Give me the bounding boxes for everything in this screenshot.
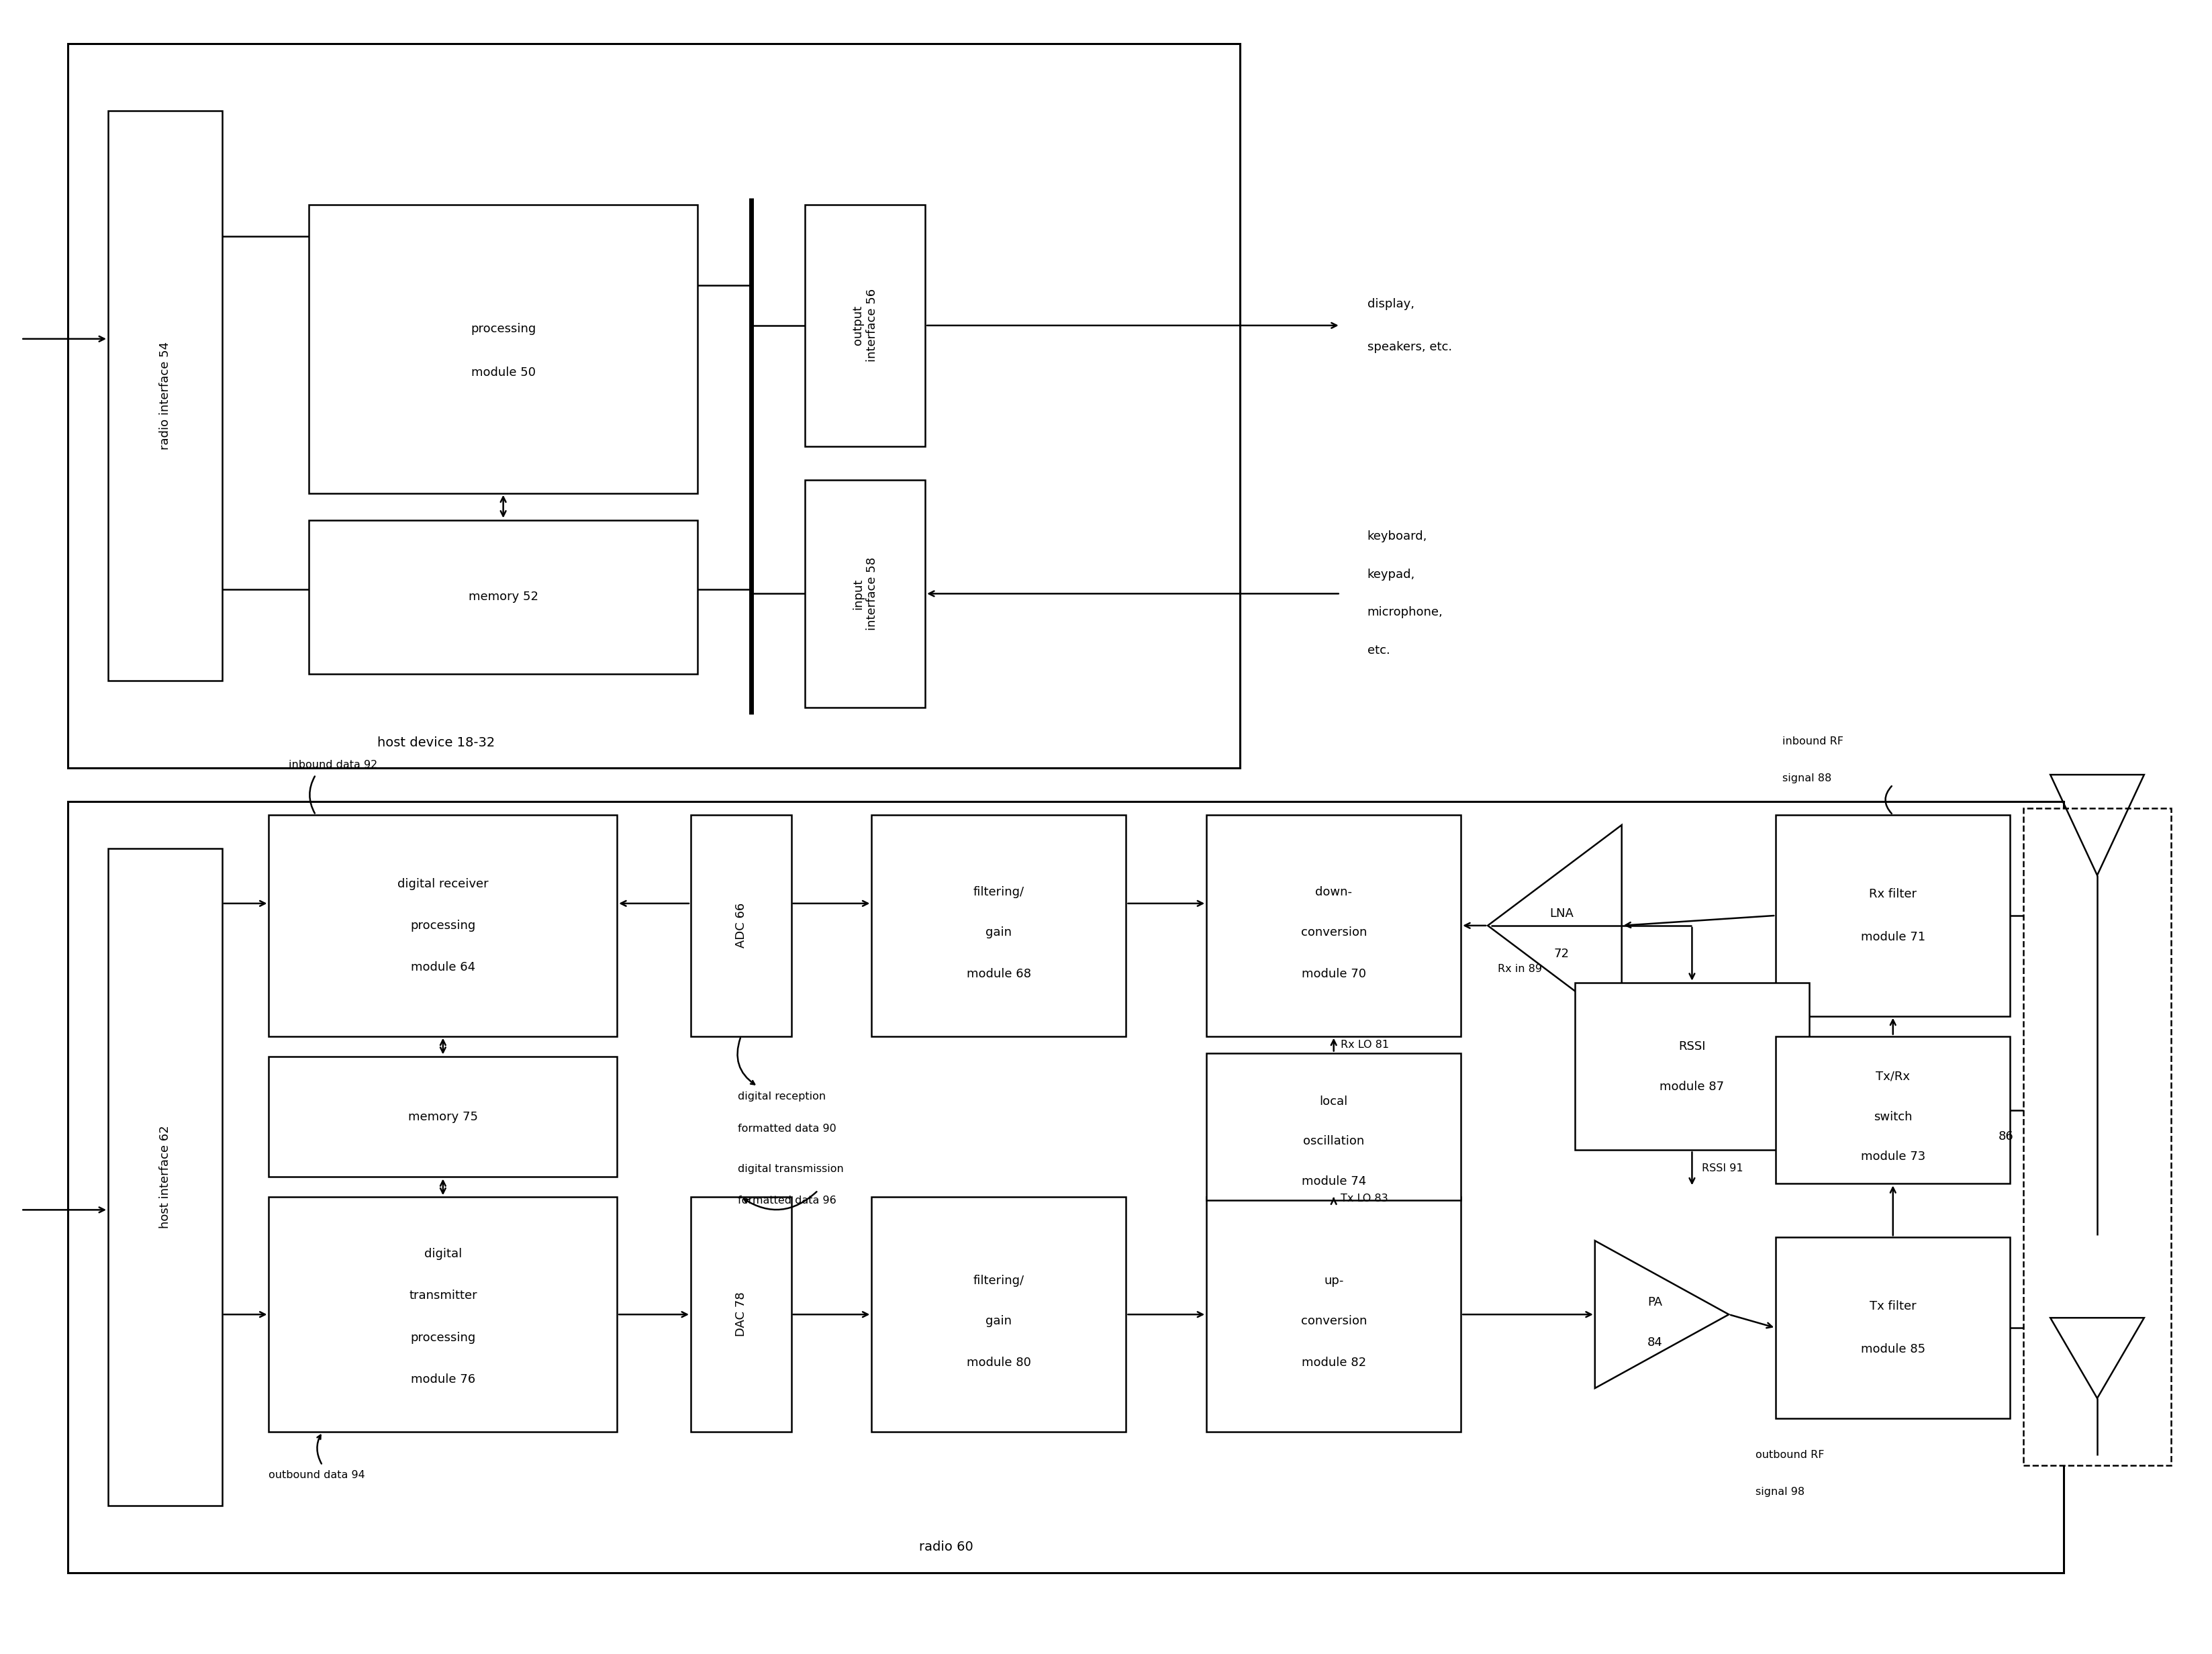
Text: digital reception: digital reception <box>737 1092 825 1102</box>
Text: microphone,: microphone, <box>1367 607 1442 619</box>
Text: up-: up- <box>1323 1275 1343 1287</box>
Bar <box>1206 815 1460 1035</box>
Bar <box>805 480 925 708</box>
Text: filtering/: filtering/ <box>973 1275 1024 1287</box>
Text: inbound data 92: inbound data 92 <box>290 759 378 769</box>
Text: processing: processing <box>409 920 476 931</box>
Text: digital: digital <box>425 1249 462 1260</box>
Text: module 76: module 76 <box>411 1373 476 1386</box>
Bar <box>108 849 221 1505</box>
Bar <box>1575 982 1809 1150</box>
Text: formatted data 96: formatted data 96 <box>737 1196 836 1206</box>
Text: Tx LO 83: Tx LO 83 <box>1340 1194 1387 1204</box>
Text: memory 75: memory 75 <box>407 1110 478 1123</box>
Text: Rx LO 81: Rx LO 81 <box>1340 1040 1389 1050</box>
Bar <box>1776 815 2011 1016</box>
Text: input
interface 58: input interface 58 <box>852 557 878 630</box>
Text: memory 52: memory 52 <box>469 590 538 604</box>
Bar <box>1776 1237 2011 1419</box>
Bar <box>872 1197 1126 1432</box>
Text: radio 60: radio 60 <box>918 1542 973 1553</box>
Bar <box>108 111 221 681</box>
Text: RSSI 91: RSSI 91 <box>1701 1164 1743 1174</box>
Text: processing: processing <box>471 323 535 334</box>
Text: module 70: module 70 <box>1301 968 1367 979</box>
Text: module 74: module 74 <box>1301 1176 1367 1188</box>
Bar <box>69 802 2064 1573</box>
Text: local: local <box>1321 1095 1347 1107</box>
Bar <box>310 519 697 675</box>
Text: module 73: module 73 <box>1860 1151 1924 1163</box>
Bar <box>270 815 617 1035</box>
Text: Rx filter: Rx filter <box>1869 888 1918 900</box>
Text: filtering/: filtering/ <box>973 887 1024 898</box>
Bar <box>805 205 925 447</box>
Text: module 71: module 71 <box>1860 931 1924 943</box>
Text: signal 88: signal 88 <box>1783 772 1832 782</box>
Text: display,: display, <box>1367 298 1413 309</box>
Text: Tx/Rx: Tx/Rx <box>1876 1070 1909 1082</box>
Bar <box>690 1197 792 1432</box>
Text: switch: switch <box>1874 1110 1911 1123</box>
Polygon shape <box>1489 825 1621 1025</box>
Text: module 82: module 82 <box>1301 1356 1367 1370</box>
Text: down-: down- <box>1316 887 1352 898</box>
Text: output
interface 56: output interface 56 <box>852 289 878 362</box>
Text: radio interface 54: radio interface 54 <box>159 342 170 450</box>
Text: PA: PA <box>1648 1297 1663 1308</box>
Bar <box>690 815 792 1035</box>
Text: host device 18-32: host device 18-32 <box>378 736 495 749</box>
Text: 86: 86 <box>1997 1131 2013 1143</box>
Bar <box>69 45 1241 767</box>
Text: digital transmission: digital transmission <box>737 1164 843 1174</box>
Text: signal 98: signal 98 <box>1756 1487 1805 1497</box>
Text: transmitter: transmitter <box>409 1290 478 1302</box>
Text: keypad,: keypad, <box>1367 569 1416 581</box>
Polygon shape <box>1595 1240 1730 1388</box>
Text: Tx filter: Tx filter <box>1869 1300 1916 1313</box>
Text: LNA: LNA <box>1548 908 1573 920</box>
Bar <box>270 1057 617 1178</box>
Bar <box>1776 1035 2011 1184</box>
Text: etc.: etc. <box>1367 645 1389 657</box>
Text: oscillation: oscillation <box>1303 1135 1365 1148</box>
Text: digital receiver: digital receiver <box>398 878 489 890</box>
Text: module 64: module 64 <box>411 961 476 973</box>
Text: keyboard,: keyboard, <box>1367 531 1427 543</box>
Text: outbound data 94: outbound data 94 <box>270 1470 365 1480</box>
Text: outbound RF: outbound RF <box>1756 1451 1825 1460</box>
Text: ADC 66: ADC 66 <box>734 903 748 948</box>
Bar <box>310 205 697 493</box>
Text: processing: processing <box>409 1331 476 1345</box>
Text: formatted data 90: formatted data 90 <box>737 1123 836 1133</box>
Bar <box>1206 1197 1460 1432</box>
Bar <box>2024 809 2170 1465</box>
Text: 84: 84 <box>1648 1336 1663 1348</box>
Text: inbound RF: inbound RF <box>1783 736 1843 746</box>
Text: host interface 62: host interface 62 <box>159 1125 170 1229</box>
Text: 72: 72 <box>1553 948 1568 959</box>
Text: conversion: conversion <box>1301 926 1367 938</box>
Bar <box>1206 1054 1460 1201</box>
Text: gain: gain <box>987 926 1011 938</box>
Bar <box>270 1197 617 1432</box>
Text: module 80: module 80 <box>967 1356 1031 1370</box>
Text: module 50: module 50 <box>471 366 535 379</box>
Text: RSSI: RSSI <box>1679 1040 1705 1052</box>
Bar <box>872 815 1126 1035</box>
Text: gain: gain <box>987 1315 1011 1327</box>
Text: module 85: module 85 <box>1860 1343 1924 1355</box>
Text: conversion: conversion <box>1301 1315 1367 1327</box>
Text: DAC 78: DAC 78 <box>734 1292 748 1336</box>
Text: Rx in 89: Rx in 89 <box>1498 964 1542 974</box>
Text: module 87: module 87 <box>1659 1080 1725 1093</box>
Text: speakers, etc.: speakers, etc. <box>1367 341 1451 352</box>
Text: module 68: module 68 <box>967 968 1031 979</box>
